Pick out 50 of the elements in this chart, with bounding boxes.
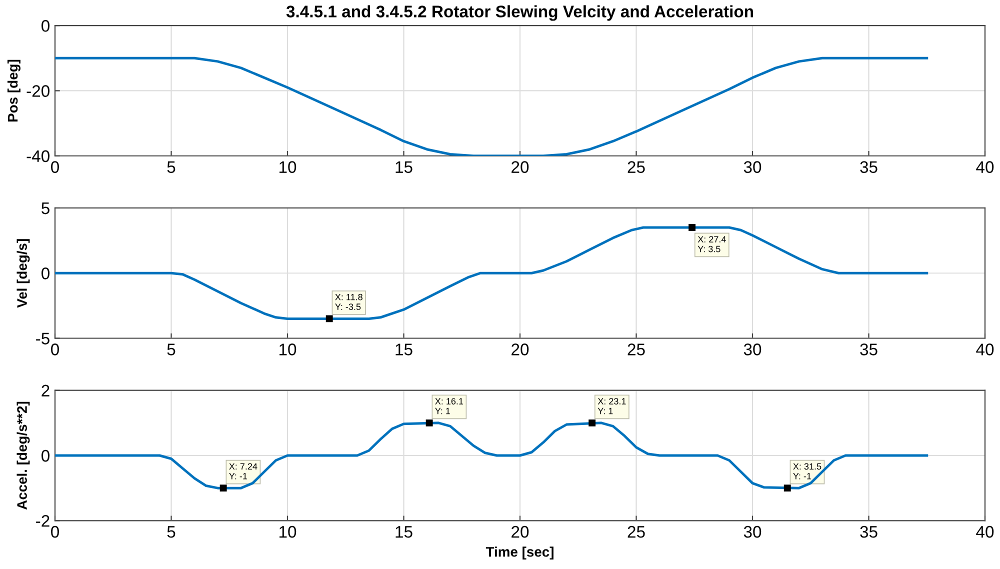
y-tick-label: -5 (36, 332, 50, 344)
annotation: X: 23.1 Y: 1 (598, 398, 626, 414)
annotation: X: 31.5 Y: -1 (793, 463, 822, 480)
y-tick-label: 2 (42, 384, 50, 396)
x-tick-label: 0 (51, 161, 59, 173)
x-tick-label: 10 (280, 526, 296, 538)
x-tick-label: 10 (280, 161, 296, 173)
x-tick-label: 35 (860, 526, 878, 538)
y-tick-label: -20 (26, 85, 50, 97)
line-series (55, 56, 928, 156)
y-axis-title: Pos [deg] (7, 60, 20, 122)
line-series (55, 422, 928, 490)
y-axis-title: Accel. [deg/s**2] (16, 402, 30, 510)
x-tick-label: 20 (512, 344, 529, 356)
y-tick-label: 5 (42, 202, 50, 214)
x-tick-label: 40 (976, 526, 994, 538)
x-tick-label: 25 (628, 161, 645, 173)
x-tick-label: 30 (744, 526, 762, 538)
x-tick-label: 40 (976, 161, 994, 173)
x-tick-label: 5 (167, 526, 176, 538)
x-tick-label: 40 (976, 344, 994, 356)
x-tick-label: 30 (744, 344, 762, 356)
y-tick-label: 0 (42, 20, 50, 32)
annotation: X: 27.4 Y: 3.5 (698, 236, 726, 252)
y-tick-label: 0 (42, 450, 50, 462)
annotation: X: 11.8 Y: -3.5 (335, 294, 362, 310)
x-tick-label: 30 (744, 161, 762, 173)
x-tick-label: 0 (51, 344, 59, 356)
x-tick-label: 15 (396, 526, 412, 538)
x-tick-label: 15 (396, 344, 412, 356)
annotation: X: 7.24 Y: -1 (229, 463, 258, 480)
x-tick-label: 5 (167, 161, 176, 173)
x-tick-label: 5 (167, 344, 176, 356)
y-tick-label: -40 (26, 150, 50, 162)
x-tick-label: 20 (512, 161, 529, 173)
x-tick-label: 15 (396, 161, 412, 173)
x-tick-label: 35 (860, 344, 878, 356)
x-tick-label: 0 (51, 526, 59, 538)
x-tick-label: 25 (628, 526, 645, 538)
chart-title: 3.4.5.1 and 3.4.5.2 Rotator Slewing Velcity and Acceleration (286, 5, 754, 21)
line-series (55, 226, 928, 320)
y-axis-title: Vel [deg/s] (16, 239, 30, 308)
y-tick-label: -2 (36, 515, 50, 527)
x-tick-label: 10 (280, 344, 296, 356)
x-axis-title: Time [sec] (486, 546, 554, 560)
x-tick-label: 25 (628, 344, 645, 356)
x-tick-label: 20 (512, 526, 529, 538)
y-tick-label: 0 (42, 268, 50, 280)
x-tick-label: 35 (860, 161, 878, 173)
annotation: X: 16.1 Y: 1 (435, 398, 464, 414)
